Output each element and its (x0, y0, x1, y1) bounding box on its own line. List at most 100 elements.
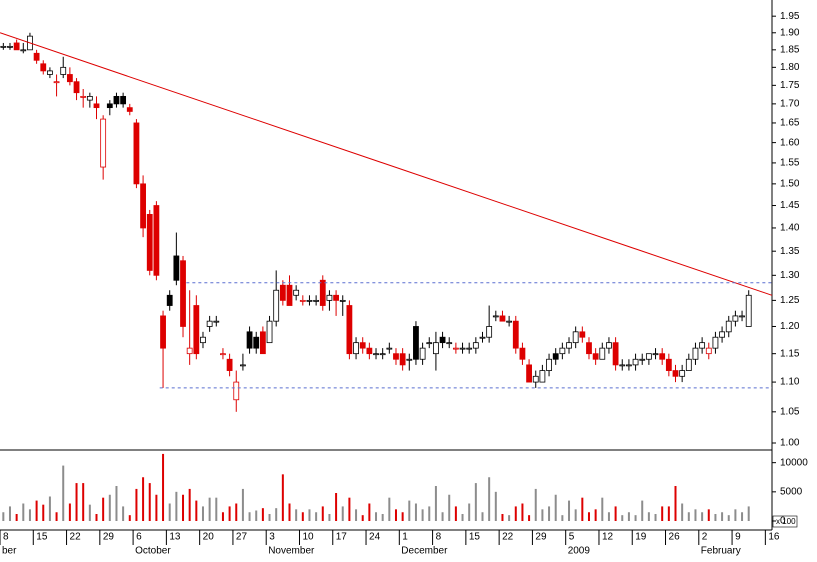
volume-bar (521, 503, 524, 521)
volume-bar (701, 512, 704, 521)
volume-bar (42, 504, 45, 521)
candle-body (586, 342, 592, 355)
volume-bar (348, 497, 351, 521)
y-tick-label: 1.45 (780, 200, 800, 211)
volume-bar (261, 508, 264, 521)
volume-bar (727, 515, 730, 521)
volume-bar (494, 491, 497, 521)
candle-body (93, 103, 100, 109)
volume-bar (122, 506, 125, 521)
candle-body (100, 118, 107, 168)
volume-bar (15, 514, 18, 521)
candle-body (220, 353, 226, 356)
y-tick-label: 1.85 (780, 44, 800, 55)
x-tick-label: 1 (402, 532, 408, 543)
y-tick-label: 1.60 (780, 137, 800, 148)
volume-bar (241, 488, 244, 521)
candle-body (166, 294, 173, 306)
volume-bar (747, 506, 750, 521)
volume-bar (35, 500, 38, 521)
volume-bar (541, 509, 544, 521)
y-tick-label: 1.65 (780, 118, 800, 129)
y-tick-label: 1.10 (780, 377, 800, 388)
candle-body (33, 52, 40, 61)
volume-bar (168, 503, 171, 521)
x-tick-label: 26 (669, 532, 681, 543)
candle-body (173, 255, 180, 281)
candle-body (266, 320, 273, 344)
volume-bar (454, 506, 457, 521)
candle-body (572, 331, 579, 344)
candle-body (213, 320, 220, 323)
volume-bar (321, 506, 324, 521)
candle-body (705, 347, 712, 355)
y-tick-label: 1.90 (780, 27, 800, 38)
volume-bar (481, 512, 484, 521)
candle-body (126, 107, 133, 112)
volume-bar (568, 500, 571, 521)
x-tick-label: 5 (569, 532, 575, 543)
volume-unit: x 100 (776, 517, 796, 526)
candle-body (492, 315, 499, 318)
candle-body (293, 289, 300, 296)
volume-bar (368, 503, 371, 521)
candle-body (0, 45, 7, 48)
volume-bar (335, 493, 338, 521)
candle-body (200, 336, 206, 344)
y-tick-label: 1.30 (780, 270, 800, 281)
candle-body (180, 260, 186, 327)
volume-bar (388, 497, 391, 521)
volume-bar (394, 509, 397, 521)
volume-bar (82, 483, 85, 521)
volume-bar (361, 515, 364, 521)
y-tick-label: 1.70 (780, 99, 800, 110)
volume-bar (714, 514, 717, 521)
volume-bar (235, 503, 238, 521)
month-label: 2009 (568, 546, 591, 557)
volume-tick-label: 5000 (780, 486, 803, 497)
volume-bar (375, 512, 378, 521)
candle-body (133, 122, 140, 185)
candle-body (466, 347, 473, 350)
candle-body (106, 103, 113, 109)
volume-bar (75, 483, 78, 521)
volume-bar (554, 494, 557, 521)
month-label: February (701, 546, 741, 557)
volume-bar (301, 512, 304, 521)
volume-bar (414, 503, 417, 521)
volume-bar (155, 494, 158, 521)
candle-body (479, 336, 486, 339)
candle-body (346, 305, 353, 355)
candle-body (426, 342, 433, 345)
candle-body (433, 342, 439, 355)
candle-body (486, 326, 493, 338)
candle-body (339, 299, 346, 302)
candle-body (692, 347, 699, 360)
candle-body (366, 347, 373, 355)
y-tick-label: 1.95 (780, 11, 800, 22)
volume-bar (734, 509, 737, 521)
volume-bar (641, 500, 644, 521)
x-tick-label: 22 (502, 532, 514, 543)
candle-body (732, 315, 739, 322)
candle-body (47, 70, 53, 75)
candle-body (526, 364, 532, 383)
x-tick-label: 9 (735, 532, 741, 543)
x-tick-label: 27 (236, 532, 248, 543)
candle-body (113, 95, 120, 105)
candle-body (632, 358, 639, 366)
x-tick-label: 19 (635, 532, 647, 543)
volume-bar (621, 515, 624, 521)
candle-body (606, 342, 612, 349)
volume-bar (508, 515, 511, 521)
x-tick-label: 16 (768, 532, 780, 543)
candle-body (273, 289, 280, 322)
volume-bar (461, 514, 464, 521)
volume-bar (201, 506, 204, 521)
candle-body (353, 342, 359, 355)
candle-body (566, 342, 572, 349)
candle-body (725, 320, 732, 333)
candle-body (399, 353, 406, 366)
y-tick-label: 1.55 (780, 158, 800, 169)
